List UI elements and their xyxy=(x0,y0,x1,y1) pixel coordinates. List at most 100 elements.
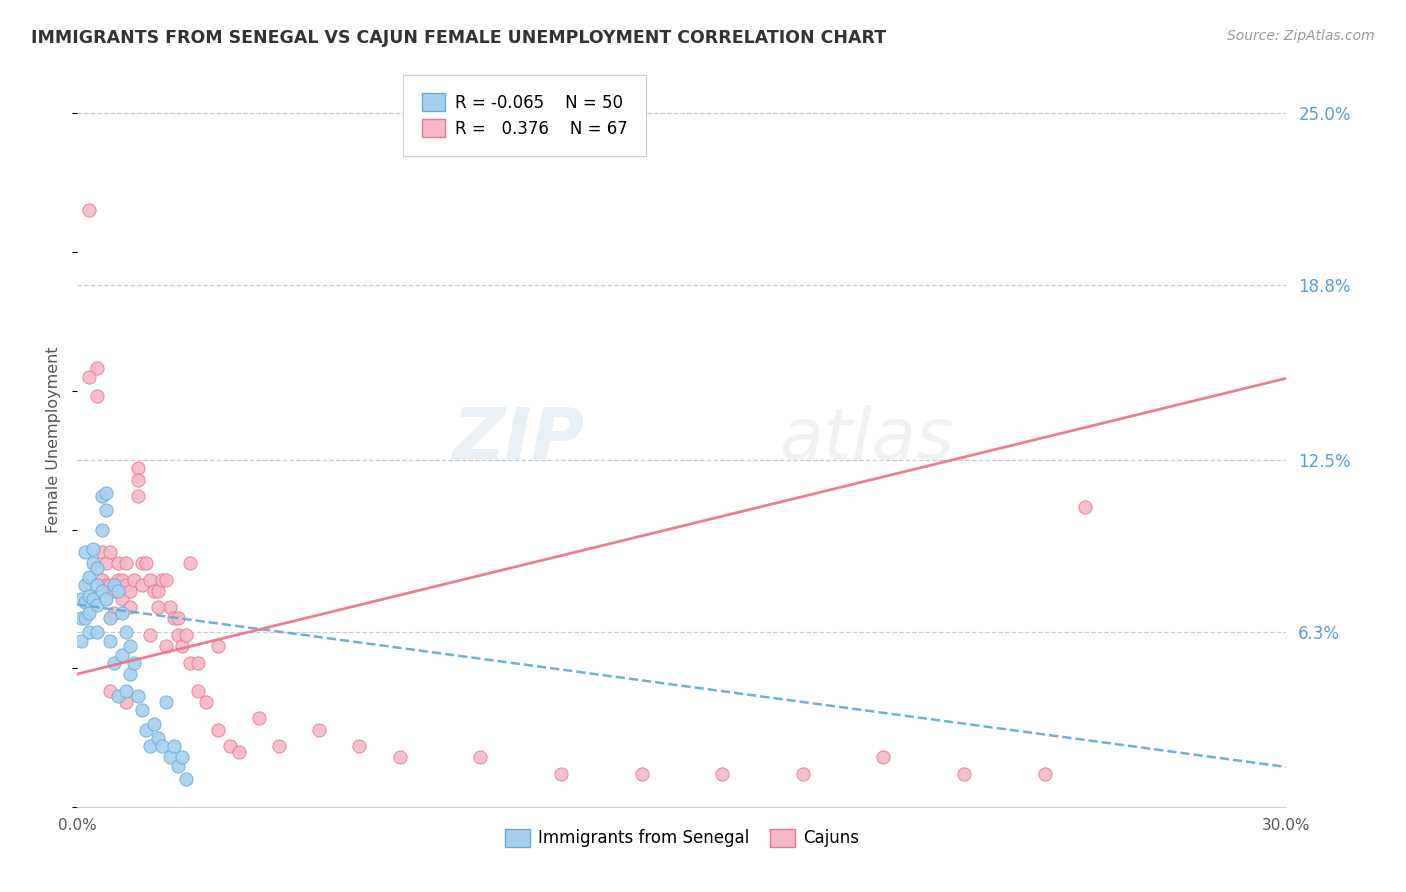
Point xyxy=(90,545,112,559)
Point xyxy=(1033,767,1056,781)
Point xyxy=(111,592,134,607)
Point xyxy=(86,561,108,575)
Point xyxy=(122,573,145,587)
Point xyxy=(122,656,145,670)
Point xyxy=(70,592,93,607)
Point xyxy=(75,578,97,592)
Point xyxy=(94,486,117,500)
Point xyxy=(167,628,190,642)
Y-axis label: Female Unemployment: Female Unemployment xyxy=(46,346,62,533)
Point xyxy=(155,573,177,587)
Point xyxy=(75,611,97,625)
Point xyxy=(90,523,112,537)
Point xyxy=(174,772,197,787)
Point xyxy=(86,578,108,592)
Point xyxy=(98,578,121,592)
Point xyxy=(82,556,104,570)
Point xyxy=(792,767,814,781)
Point xyxy=(167,758,190,772)
Point xyxy=(86,389,108,403)
Point xyxy=(139,739,162,754)
Legend: Immigrants from Senegal, Cajuns: Immigrants from Senegal, Cajuns xyxy=(498,822,866,855)
Point xyxy=(107,573,129,587)
Point xyxy=(207,639,229,653)
Point xyxy=(219,739,242,754)
Point xyxy=(118,583,141,598)
Point xyxy=(1074,500,1097,515)
Point xyxy=(118,667,141,681)
Point xyxy=(155,639,177,653)
Point xyxy=(70,611,93,625)
Point xyxy=(150,739,173,754)
Point xyxy=(98,611,121,625)
Point xyxy=(127,689,149,703)
Point xyxy=(79,606,101,620)
Point xyxy=(187,683,209,698)
Point xyxy=(159,600,181,615)
Point xyxy=(79,625,101,640)
Point xyxy=(146,731,169,745)
Point xyxy=(114,625,136,640)
Point xyxy=(142,583,165,598)
Point xyxy=(114,695,136,709)
Point xyxy=(146,600,169,615)
Point xyxy=(94,503,117,517)
Point xyxy=(142,717,165,731)
Point xyxy=(79,570,101,584)
Point xyxy=(135,556,157,570)
Point xyxy=(163,611,186,625)
Point xyxy=(82,592,104,607)
Point xyxy=(228,745,250,759)
Point xyxy=(107,583,129,598)
Point xyxy=(75,595,97,609)
Point xyxy=(179,656,201,670)
Point xyxy=(103,656,125,670)
Point xyxy=(114,683,136,698)
Point xyxy=(90,583,112,598)
Point xyxy=(207,723,229,737)
Point xyxy=(172,639,194,653)
Point xyxy=(118,639,141,653)
Point xyxy=(111,606,134,620)
Point xyxy=(131,578,153,592)
Point xyxy=(146,583,169,598)
Point xyxy=(953,767,976,781)
Point xyxy=(150,573,173,587)
Point xyxy=(155,695,177,709)
Point xyxy=(86,625,108,640)
Point xyxy=(90,573,112,587)
Text: Source: ZipAtlas.com: Source: ZipAtlas.com xyxy=(1227,29,1375,43)
Point xyxy=(90,489,112,503)
Point xyxy=(114,556,136,570)
Point xyxy=(114,578,136,592)
Point xyxy=(172,750,194,764)
Point xyxy=(195,695,218,709)
Point xyxy=(139,628,162,642)
Point xyxy=(470,750,492,764)
Point xyxy=(86,361,108,376)
Point xyxy=(98,683,121,698)
Point xyxy=(103,606,125,620)
Point xyxy=(111,648,134,662)
Point xyxy=(79,203,101,218)
Point xyxy=(131,556,153,570)
Point xyxy=(127,473,149,487)
Point xyxy=(98,545,121,559)
Point xyxy=(79,589,101,603)
Point xyxy=(267,739,290,754)
Point xyxy=(247,711,270,725)
Point xyxy=(187,656,209,670)
Point xyxy=(167,611,190,625)
Point xyxy=(94,592,117,607)
Point xyxy=(103,578,125,592)
Point xyxy=(872,750,894,764)
Point xyxy=(111,573,134,587)
Text: ZIP: ZIP xyxy=(453,405,585,474)
Point xyxy=(94,578,117,592)
Point xyxy=(179,556,201,570)
Point xyxy=(308,723,330,737)
Text: IMMIGRANTS FROM SENEGAL VS CAJUN FEMALE UNEMPLOYMENT CORRELATION CHART: IMMIGRANTS FROM SENEGAL VS CAJUN FEMALE … xyxy=(31,29,886,46)
Point xyxy=(118,600,141,615)
Point xyxy=(131,703,153,717)
Point xyxy=(94,556,117,570)
